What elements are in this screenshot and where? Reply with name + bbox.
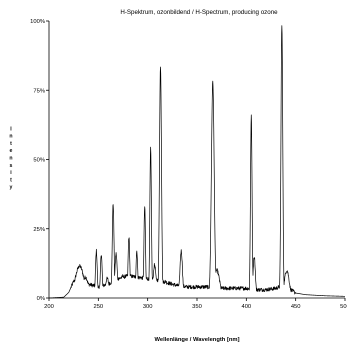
spectrum-series-line xyxy=(48,25,346,299)
x-tick-label: 400 xyxy=(241,304,251,310)
y-axis-label-char: I xyxy=(10,126,12,132)
y-axis-label-char: y xyxy=(10,185,13,191)
x-tick-label: 300 xyxy=(143,304,153,310)
x-axis-ticks: 200 250 300 350 400 450 500 xyxy=(44,298,347,310)
y-tick-label: 75% xyxy=(33,88,45,94)
x-tick-label: 350 xyxy=(192,304,202,310)
y-tick-label: 25% xyxy=(33,227,45,233)
y-axis-ticks: 0% 25% 50% 75% 100% xyxy=(30,19,49,302)
y-tick-label: 0% xyxy=(37,296,45,302)
y-axis-label-char: n xyxy=(9,156,12,162)
y-axis-label-char: s xyxy=(10,163,13,169)
y-axis-label-char: t xyxy=(10,141,12,147)
y-axis-label-char: t xyxy=(10,177,12,183)
x-tick-label: 450 xyxy=(291,304,301,310)
y-axis-label-char: e xyxy=(10,148,13,154)
x-axis-label: Wellenlänge / Wavelength [nm] xyxy=(154,337,239,343)
y-tick-label: 50% xyxy=(33,158,45,164)
x-tick-label: 200 xyxy=(44,304,54,310)
y-axis-label-char: i xyxy=(10,170,12,176)
x-tick-label: 250 xyxy=(93,304,103,310)
y-axis-label-char: n xyxy=(9,134,12,140)
x-tick-label: 500 xyxy=(340,304,347,310)
chart-title: H-Spektrum, ozonbildend / H-Spectrum, pr… xyxy=(120,9,278,16)
y-tick-label: 100% xyxy=(30,19,45,25)
